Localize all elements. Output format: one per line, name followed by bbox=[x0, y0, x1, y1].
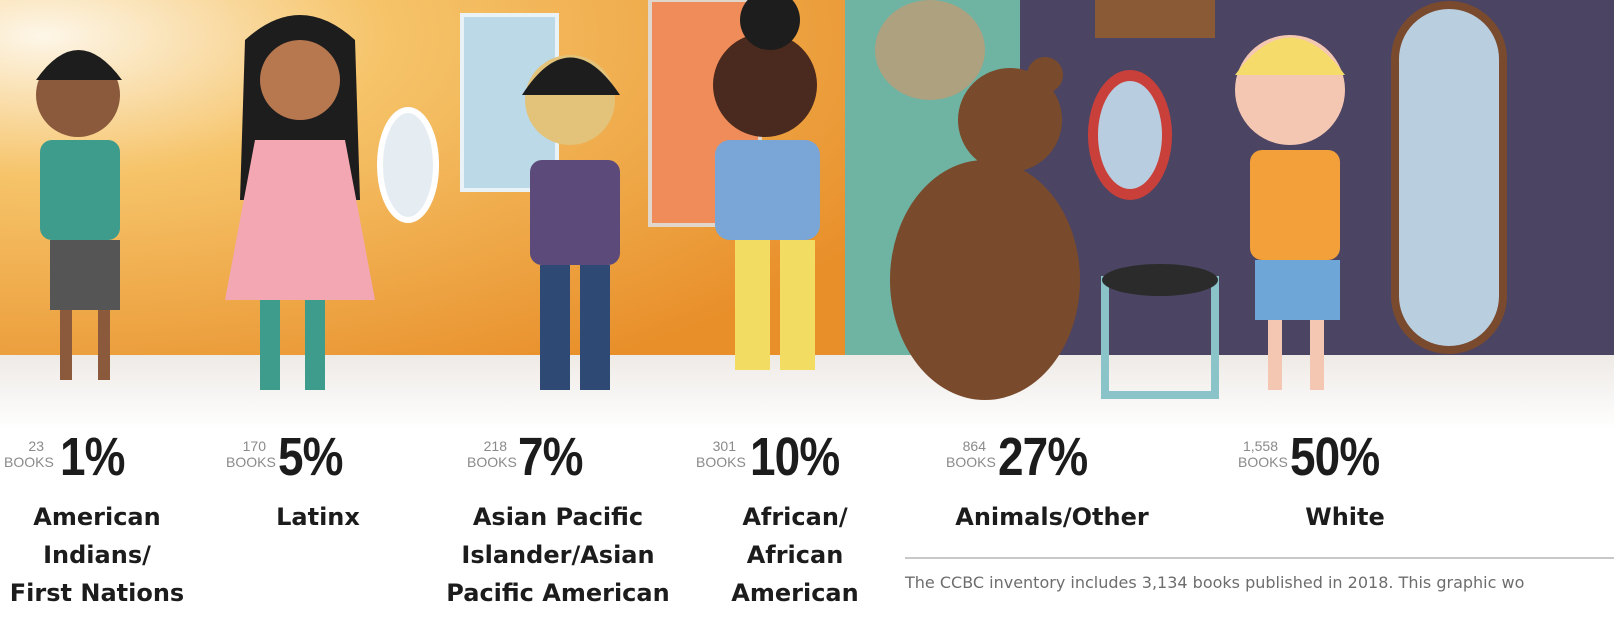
label-line: Latinx bbox=[188, 498, 448, 536]
count-number: 864 bbox=[946, 438, 986, 454]
label-line: Pacific American bbox=[428, 574, 688, 612]
label-line: African/ bbox=[665, 498, 925, 536]
count-unit: BOOKS bbox=[226, 454, 266, 470]
percent: 27% bbox=[998, 426, 1087, 488]
mirror bbox=[1395, 5, 1503, 350]
page: {"groups": [ {"count": "23", "unit": "BO… bbox=[0, 0, 1614, 622]
count-unit: BOOKS bbox=[946, 454, 986, 470]
percent: 1% bbox=[60, 426, 125, 488]
label-line: White bbox=[1215, 498, 1475, 536]
divider bbox=[905, 557, 1614, 559]
label-line: First Nations bbox=[0, 574, 227, 612]
label-line: American bbox=[665, 574, 925, 612]
label-line: Indians/ bbox=[0, 536, 227, 574]
frame bbox=[1095, 0, 1215, 38]
percent: 7% bbox=[518, 426, 583, 488]
label-line: Asian Pacific bbox=[428, 498, 688, 536]
count-number: 170 bbox=[226, 438, 266, 454]
count-unit: BOOKS bbox=[467, 454, 507, 470]
footnote: The CCBC inventory includes 3,134 books … bbox=[905, 573, 1524, 592]
percent: 50% bbox=[1290, 426, 1379, 488]
count-number: 23 bbox=[4, 438, 44, 454]
count-number: 1,558 bbox=[1238, 438, 1278, 454]
label-line: Animals/Other bbox=[922, 498, 1182, 536]
percent: 10% bbox=[750, 426, 839, 488]
count-unit: BOOKS bbox=[696, 454, 736, 470]
percent: 5% bbox=[278, 426, 343, 488]
mirror bbox=[1098, 81, 1162, 189]
label-line: Islander/Asian bbox=[428, 536, 688, 574]
group-label: White bbox=[1215, 498, 1475, 536]
label-line: African bbox=[665, 536, 925, 574]
count-number: 218 bbox=[467, 438, 507, 454]
count-unit: BOOKS bbox=[4, 454, 44, 470]
group-label: Animals/Other bbox=[922, 498, 1182, 536]
illustration bbox=[0, 0, 1614, 430]
count-number: 301 bbox=[696, 438, 736, 454]
count-unit: BOOKS bbox=[1238, 454, 1278, 470]
group-label: Latinx bbox=[188, 498, 448, 536]
